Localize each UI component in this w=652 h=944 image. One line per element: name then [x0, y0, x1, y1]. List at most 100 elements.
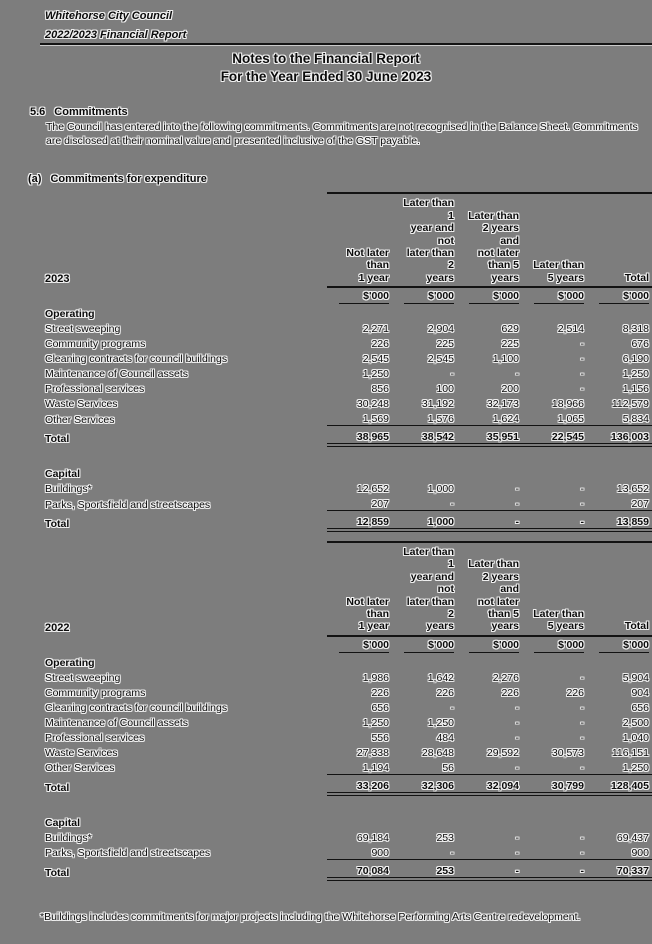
subsection-heading: (a) Commitments for expenditure [28, 173, 652, 185]
value-cell: - [522, 495, 587, 511]
value-cell: 1,194 [362, 761, 389, 774]
capital-heading: Capital [45, 816, 81, 829]
section-body: The Council has entered into the followi… [46, 121, 638, 147]
col-header: Later than 2 years and not later than 5 … [457, 192, 522, 288]
units-label: $'000 [599, 637, 649, 653]
value-cell: 1,250 [362, 716, 389, 729]
value-cell: 900 [327, 843, 392, 860]
value-cell: 900 [587, 843, 652, 860]
table-row: Professional services 556 484 - - 1,040 [40, 729, 652, 744]
value-cell: 69,184 [356, 831, 389, 844]
row-label: Total [45, 433, 70, 445]
value-cell: 30,248 [356, 398, 389, 410]
total-cell: 38,542 [392, 425, 457, 447]
value-cell: - [580, 831, 585, 844]
table-row: Other Services 1,569 1,576 1,624 1,065 5… [40, 410, 652, 426]
value-cell: 27,338 [356, 746, 389, 759]
value-cell: 31,192 [421, 398, 454, 410]
units-label: $'000 [339, 637, 389, 653]
commitments-table-2023: 2023 Not later than 1 year Later than 1 … [40, 192, 652, 532]
value-cell: 2,514 [557, 323, 584, 335]
col-header: Later than 2 years and not later than 5 … [457, 541, 522, 637]
units-label: $'000 [339, 288, 389, 304]
value-cell: 69,437 [616, 831, 649, 844]
value-cell: 28,648 [421, 746, 454, 759]
table-row: Buildings* 69,184 253 - - 69,437 [40, 829, 652, 844]
row-label: Professional services [45, 383, 145, 395]
value-cell: - [580, 368, 585, 380]
table-header-row: 2022 Not later than 1 year Later than 1 … [40, 541, 652, 637]
value-cell: 556 [371, 731, 389, 744]
total-cell: 136,003 [587, 425, 652, 447]
capital-total-row: Total 12,859 1,000 - - 13,859 [40, 510, 652, 532]
value-cell: 6,190 [622, 353, 649, 365]
header-rule [40, 43, 652, 45]
page-title-line1: Notes to the Financial Report [232, 51, 420, 66]
value-cell: 656 [631, 701, 649, 714]
row-label: Street sweeping [45, 323, 121, 335]
col-header: Not later than 1 year [327, 192, 392, 288]
row-label: Cleaning contracts for council buildings [45, 701, 228, 714]
value-cell: 2,545 [362, 353, 389, 365]
operating-heading: Operating [45, 656, 95, 669]
commitments-table-2022: 2022 Not later than 1 year Later than 1 … [40, 541, 652, 881]
value-cell: - [450, 701, 455, 714]
value-cell: - [580, 671, 585, 684]
table-row: Waste Services 30,248 31,192 32,173 18,9… [40, 395, 652, 410]
value-cell: 484 [436, 731, 454, 744]
table-row: Buildings* 12,652 1,000 - - 13,652 [40, 480, 652, 495]
value-cell: 225 [436, 338, 454, 350]
units-row: $'000 $'000 $'000 $'000 $'000 [40, 287, 652, 304]
value-cell: 2,276 [492, 671, 519, 684]
col-header: Total [587, 541, 652, 637]
value-cell: - [580, 483, 585, 495]
table-row: Parks, Sportsfield and streetscapes 207 … [40, 495, 652, 511]
value-cell: - [515, 716, 520, 729]
table-row: Street sweeping 2,271 2,904 629 2,514 8,… [40, 320, 652, 335]
total-cell: 38,965 [327, 425, 392, 447]
value-cell: - [580, 701, 585, 714]
value-cell: - [522, 843, 587, 860]
total-cell: 1,000 [392, 510, 457, 532]
section-row: Operating [40, 653, 652, 669]
row-label: Other Services [45, 413, 115, 426]
value-cell: 856 [371, 383, 389, 395]
row-label: Community programs [45, 686, 146, 699]
value-cell: 1,250 [622, 761, 649, 774]
col-header: Later than 1 year and not later than 2 y… [392, 541, 457, 637]
total-cell: - [522, 510, 587, 532]
table-row: Maintenance of Council assets 1,250 1,25… [40, 714, 652, 729]
value-cell: 656 [371, 701, 389, 714]
row-label: Buildings* [45, 831, 92, 844]
value-cell: 112,579 [611, 398, 649, 410]
value-cell: - [515, 761, 520, 774]
row-label: Community programs [45, 338, 146, 350]
value-cell: 1,250 [362, 368, 389, 380]
value-cell: - [457, 843, 522, 860]
row-label: Maintenance of Council assets [45, 368, 188, 380]
value-cell: - [515, 731, 520, 744]
value-cell: 676 [631, 338, 649, 350]
total-cell: - [457, 510, 522, 532]
units-label: $'000 [469, 288, 519, 304]
col-header: Later than 5 years [522, 541, 587, 637]
value-cell: 12,652 [356, 483, 389, 495]
capital-total-row: Total 70,084 253 - - 70,337 [40, 858, 652, 881]
row-label: Parks, Sportsfield and streetscapes [45, 498, 211, 511]
table-header-row: 2023 Not later than 1 year Later than 1 … [40, 192, 652, 288]
value-cell: 1,624 [492, 413, 519, 425]
value-cell: 1,100 [492, 353, 519, 365]
page-title: Notes to the Financial Report For the Ye… [0, 50, 652, 85]
value-cell: 1,250 [427, 716, 454, 729]
value-cell: - [515, 831, 520, 844]
row-label: Buildings* [45, 483, 92, 495]
value-cell: 226 [371, 686, 389, 699]
value-cell: 226 [501, 686, 519, 699]
total-cell: - [522, 858, 587, 881]
total-cell: 33,206 [327, 773, 392, 796]
operating-total-row: Total 33,206 32,306 32,094 30,799 128,40… [40, 773, 652, 796]
row-label: Cleaning contracts for council buildings [45, 353, 228, 365]
value-cell: - [392, 495, 457, 511]
row-label: Professional services [45, 731, 145, 744]
value-cell: - [457, 495, 522, 511]
